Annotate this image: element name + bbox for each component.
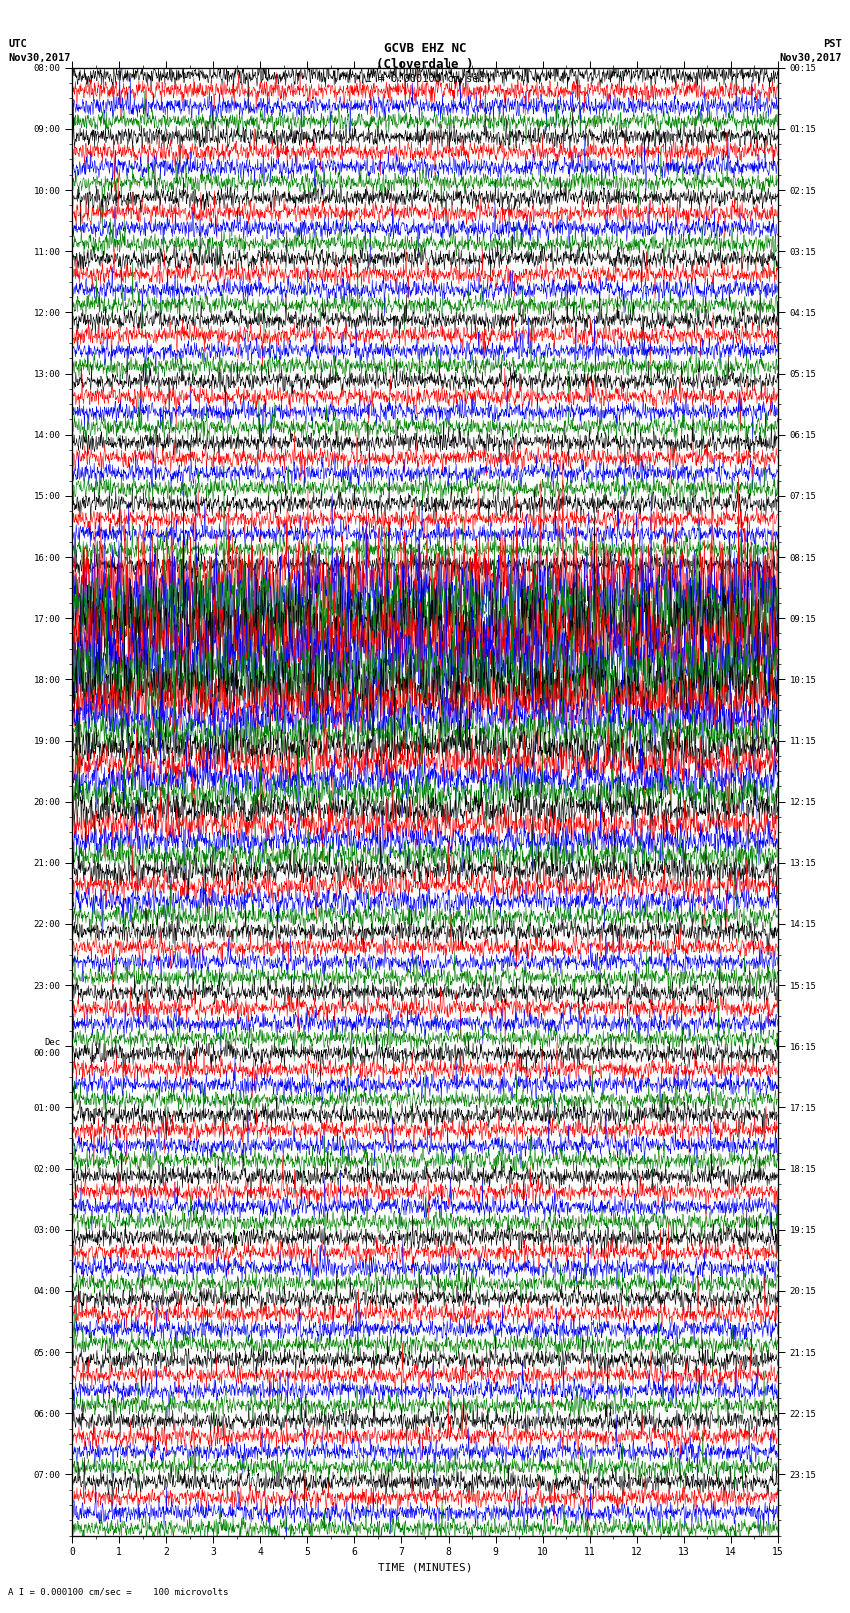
Text: Nov30,2017: Nov30,2017 [8,53,71,63]
Text: UTC: UTC [8,39,27,48]
Text: GCVB EHZ NC: GCVB EHZ NC [383,42,467,55]
Text: I = 0.000100 cm/sec: I = 0.000100 cm/sec [366,74,484,84]
X-axis label: TIME (MINUTES): TIME (MINUTES) [377,1563,473,1573]
Text: A I = 0.000100 cm/sec =    100 microvolts: A I = 0.000100 cm/sec = 100 microvolts [8,1587,229,1597]
Text: (Cloverdale ): (Cloverdale ) [377,58,473,71]
Text: Nov30,2017: Nov30,2017 [779,53,842,63]
Text: PST: PST [823,39,842,48]
